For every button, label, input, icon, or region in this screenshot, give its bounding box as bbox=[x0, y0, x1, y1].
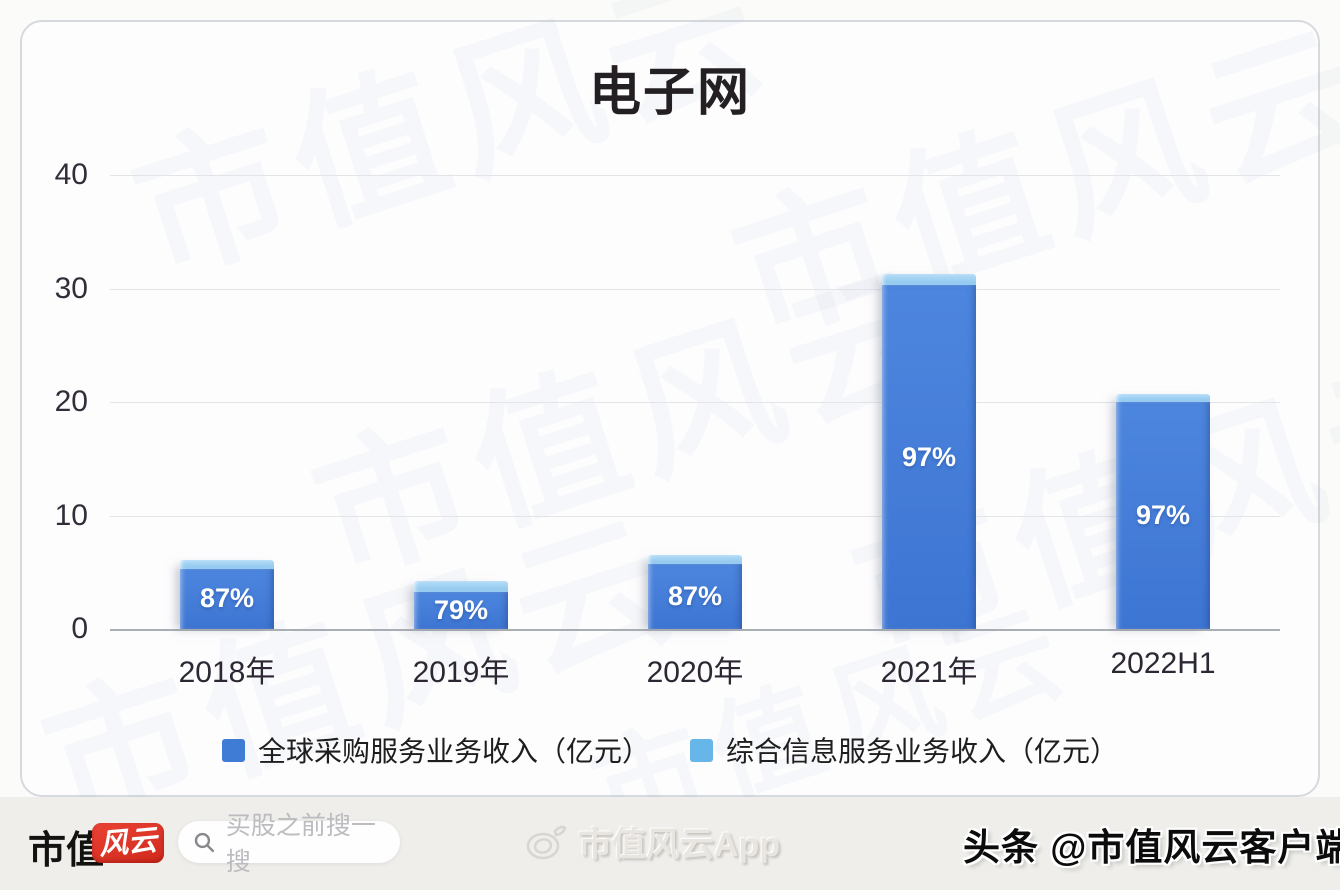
app-watermark: 市值风云App bbox=[523, 817, 780, 866]
bar-percent-label: 87% bbox=[667, 581, 723, 612]
bar-2019年: 79% bbox=[414, 581, 508, 629]
footer-bar: 市值 风云 买股之前搜一搜 市值风云App 头条 @市值风云客户端 bbox=[0, 797, 1340, 890]
bar-percent-label: 87% bbox=[199, 583, 255, 614]
search-pill[interactable]: 买股之前搜一搜 bbox=[178, 812, 400, 876]
bar-percent-label: 97% bbox=[1135, 500, 1191, 530]
bar-segment-primary: 87% bbox=[648, 564, 742, 629]
x-axis-label-2021年: 2021年 bbox=[880, 656, 978, 689]
bar-2021年: 97% bbox=[882, 273, 976, 629]
legend-swatch-0 bbox=[221, 738, 245, 762]
brand-text: 市值 bbox=[28, 830, 105, 872]
bar-segment-secondary bbox=[1116, 394, 1210, 402]
chart-title: 电子网 bbox=[588, 64, 751, 122]
x-axis-label-2020年: 2020年 bbox=[646, 656, 744, 689]
legend-label-1: 综合信息服务业务收入（亿元） bbox=[726, 736, 1119, 767]
y-tick-30: 30 bbox=[54, 271, 88, 305]
search-icon bbox=[194, 832, 215, 853]
x-axis-baseline bbox=[110, 629, 1280, 631]
bar-segment-primary: 97% bbox=[1116, 402, 1210, 629]
bar-segment-primary: 97% bbox=[882, 285, 976, 629]
bar-2018年: 87% bbox=[180, 559, 274, 629]
bar-segment-secondary bbox=[882, 273, 976, 286]
x-axis-label-2018年: 2018年 bbox=[178, 656, 276, 689]
gridline-10 bbox=[110, 515, 1280, 517]
legend: 全球采购服务业务收入（亿元） 综合信息服务业务收入（亿元） bbox=[22, 730, 1318, 770]
x-axis-label-2022H1: 2022H1 bbox=[1110, 647, 1216, 680]
legend-label-0: 全球采购服务业务收入（亿元） bbox=[257, 736, 650, 767]
app-watermark-label: 市值风云App bbox=[578, 826, 781, 864]
search-placeholder: 买股之前搜一搜 bbox=[225, 812, 376, 876]
legend-swatch-1 bbox=[690, 738, 713, 762]
legend-item-1: 综合信息服务业务收入（亿元） bbox=[690, 730, 1118, 770]
brand-logo: 风云 bbox=[92, 823, 164, 863]
x-axis-label-2019年: 2019年 bbox=[412, 656, 510, 689]
app-logo-icon bbox=[526, 825, 567, 859]
bar-percent-label: 79% bbox=[433, 594, 489, 625]
y-tick-20: 20 bbox=[54, 385, 88, 418]
bar-2020年: 87% bbox=[648, 555, 742, 629]
legend-item-0: 全球采购服务业务收入（亿元） bbox=[221, 730, 650, 770]
bar-segment-primary: 79% bbox=[414, 591, 508, 629]
bar-percent-label: 97% bbox=[901, 441, 957, 472]
attribution-text: 头条 @市值风云客户端 bbox=[963, 827, 1340, 868]
y-tick-40: 40 bbox=[54, 158, 88, 191]
bar-2022H1: 97% bbox=[1116, 394, 1210, 629]
gridline-30 bbox=[110, 288, 1280, 290]
bar-segment-secondary bbox=[180, 559, 274, 569]
bar-segment-secondary bbox=[414, 581, 508, 592]
brand-logo-text: 风云 bbox=[97, 824, 159, 861]
bar-segment-primary: 87% bbox=[180, 568, 274, 629]
gridline-40 bbox=[110, 175, 1280, 176]
y-tick-10: 10 bbox=[54, 498, 88, 532]
y-tick-0: 0 bbox=[71, 612, 88, 645]
chart-card: 市值风云 市值风云 市值风云 市值风云 市值风云 市值风云 电子网 0 10 20 3… bbox=[20, 0, 1340, 857]
plot-area: 0 10 20 30 40 87% 2018年 79% 2019年 87% 2020年 97% 2021… bbox=[55, 158, 1280, 689]
gridline-20 bbox=[110, 402, 1280, 403]
bar-segment-secondary bbox=[648, 555, 742, 565]
